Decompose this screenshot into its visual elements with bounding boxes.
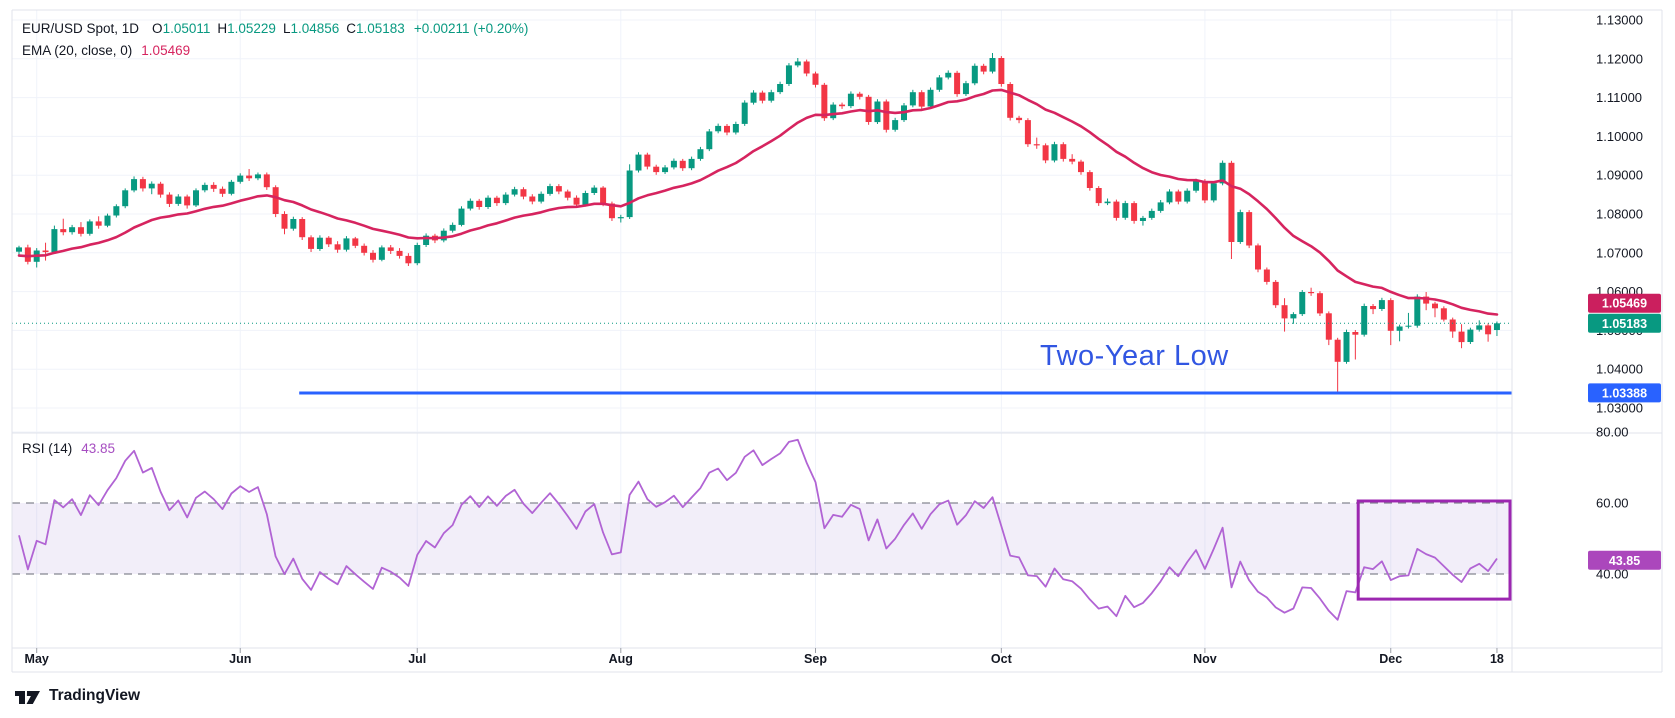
support-level-badge: 1.03388 [1588,383,1661,403]
time-axis-label: 18 [1490,652,1504,666]
time-axis-label: Jul [408,652,426,666]
price-axis-label: 1.03000 [1596,401,1643,416]
time-axis-label: May [25,652,49,666]
price-axis-label: 1.09000 [1596,168,1643,183]
time-axis-label: Jun [229,652,251,666]
time-axis[interactable]: May Jun Jul Aug Sep Oct Nov Dec 18 [25,648,1504,666]
ema-price-badge: 1.05469 [1588,293,1661,313]
low-value: 1.04856 [290,21,340,36]
change-value: +0.00211 (+0.20%) [413,21,529,36]
svg-text:1.05183: 1.05183 [1602,317,1647,331]
rsi-indicator-legend[interactable]: RSI (14) 43.85 [22,441,115,456]
svg-text:43.85: 43.85 [1609,554,1640,568]
tradingview-logo-icon[interactable] [14,689,41,706]
candlestick-series [16,53,1500,395]
close-value: 1.05183 [356,21,405,36]
close-label: C [346,21,357,36]
svg-text:1.05469: 1.05469 [1602,297,1647,311]
symbol-title: EUR/USD Spot, 1D [22,21,140,36]
price-axis[interactable]: 1.13000 1.12000 1.11000 1.10000 1.09000 1.080… [1596,13,1643,582]
ema-label: EMA (20, close, 0) [22,43,133,58]
time-axis-label: Dec [1379,652,1402,666]
svg-text:1.03388: 1.03388 [1602,386,1647,400]
price-axis-label: 1.13000 [1596,13,1643,28]
price-axis-label: 1.12000 [1596,51,1643,66]
time-axis-label: Sep [804,652,827,666]
ema-line [17,88,1499,316]
ema-indicator-legend[interactable]: EMA (20, close, 0) 1.05469 [22,43,190,58]
rsi-line [18,438,1498,621]
open-value: 1.05011 [162,21,211,36]
time-axis-label: Nov [1193,652,1217,666]
rsi-value: 43.85 [81,441,116,456]
chart-frame [11,9,1663,673]
grid-lines [12,10,1512,648]
symbol-legend[interactable]: EUR/USD Spot, 1D O1.05011 H1.05229 L1.04856… [22,21,528,36]
time-axis-label: Oct [991,652,1013,666]
bottom-bar: TradingView [0,674,1675,718]
two-year-low-annotation: Two-Year Low [1040,340,1229,372]
time-axis-label: Aug [609,652,633,666]
open-label: O [152,21,163,36]
rsi-axis-label: 60.00 [1596,496,1629,511]
price-axis-label: 1.07000 [1596,245,1643,260]
rsi-highlight-box [1356,499,1512,601]
price-axis-label: 1.08000 [1596,207,1643,222]
ema-value: 1.05469 [141,43,191,58]
rsi-axis-label: 40.00 [1596,567,1629,582]
rsi-label: RSI (14) [22,441,73,456]
last-price-badge: 1.05183 [1588,313,1661,333]
price-axis-label: 1.10000 [1596,129,1643,144]
price-axis-label: 1.04000 [1596,362,1643,377]
high-label: H [217,21,228,36]
price-axis-label: 1.11000 [1596,90,1642,105]
low-label: L [282,21,291,36]
rsi-value-badge: 43.85 [1588,550,1661,570]
rsi-axis-label: 80.00 [1596,425,1629,440]
tradingview-brand[interactable]: TradingView [49,687,141,704]
high-value: 1.05229 [227,21,276,36]
rsi-band [12,503,1512,574]
